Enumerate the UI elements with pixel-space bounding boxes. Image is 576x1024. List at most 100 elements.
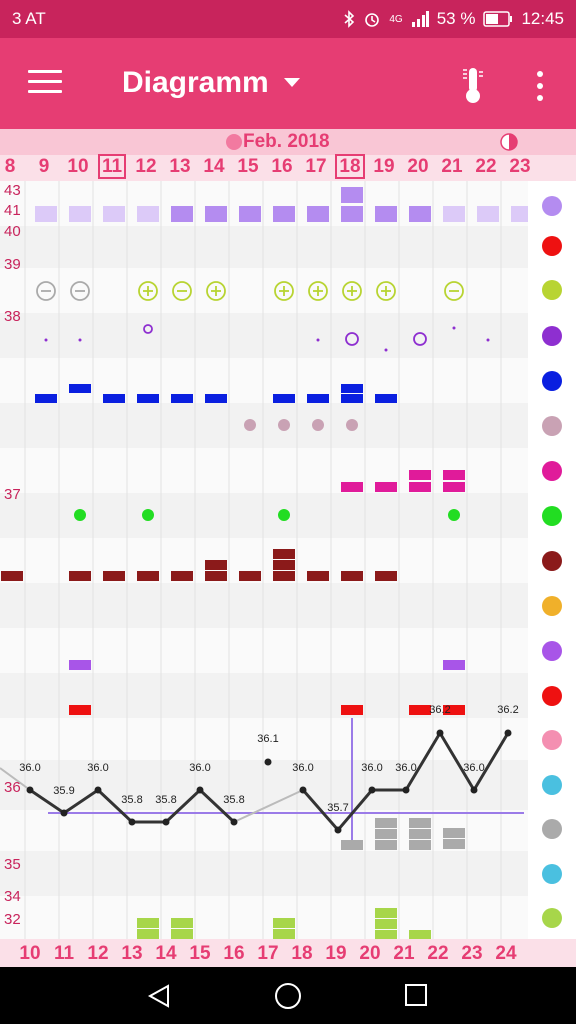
day-footer-11[interactable]: 11 <box>53 943 75 964</box>
heart-icon[interactable] <box>538 367 566 395</box>
day-header-15[interactable]: 15 <box>231 156 265 178</box>
day-footer-22[interactable]: 22 <box>427 943 449 964</box>
day-footer-13[interactable]: 13 <box>121 943 143 964</box>
more-options-icon[interactable] <box>530 68 550 104</box>
y-axis-label: 40 <box>4 223 21 240</box>
woman-icon[interactable] <box>538 904 566 932</box>
time-label: 12:45 <box>521 9 564 28</box>
test-result-circle <box>36 281 56 301</box>
day-header-8[interactable]: 8 <box>0 156 27 178</box>
fertility-square <box>205 206 227 222</box>
day-header-12[interactable]: 12 <box>129 156 163 178</box>
day-footer-row <box>0 939 576 967</box>
day-header-21[interactable]: 21 <box>435 156 469 178</box>
pain-bar <box>341 482 363 492</box>
sparkle-icon[interactable] <box>538 860 566 888</box>
day-footer-17[interactable]: 17 <box>257 943 279 964</box>
day-header-14[interactable]: 14 <box>197 156 231 178</box>
day-footer-16[interactable]: 16 <box>223 943 245 964</box>
mood-icon[interactable] <box>538 726 566 754</box>
thermometer-icon[interactable] <box>458 64 488 104</box>
day-footer-20[interactable]: 20 <box>359 943 381 964</box>
activity-icon[interactable] <box>538 682 566 710</box>
smiley-icon[interactable] <box>538 412 566 440</box>
day-header-22[interactable]: 22 <box>469 156 503 178</box>
row-band <box>0 403 528 448</box>
cycle-chart[interactable]: 36.0 35.9 36.0 35.8 35.8 36.0 35.8 36.1 36.0 35.7… <box>0 181 528 939</box>
bleeding-bar <box>341 571 363 581</box>
drop-icon[interactable] <box>538 637 566 665</box>
bleeding-bar <box>307 571 329 581</box>
pill-icon[interactable] <box>538 592 566 620</box>
weight-bar <box>375 829 397 839</box>
day-number: 13 <box>169 156 191 177</box>
temperature-point <box>196 786 204 794</box>
bleeding-bar <box>1 571 23 581</box>
page-title[interactable]: Diagramm <box>122 66 269 99</box>
day-number: 19 <box>373 156 395 177</box>
splash-icon[interactable] <box>538 276 566 304</box>
day-header-16[interactable]: 16 <box>265 156 299 178</box>
bleeding-bar <box>103 571 125 581</box>
day-footer-10[interactable]: 10 <box>19 943 41 964</box>
day-header-10[interactable]: 10 <box>61 156 95 178</box>
blood-drop-icon[interactable] <box>538 232 566 260</box>
day-footer-21[interactable]: 21 <box>393 943 415 964</box>
mucus-bar <box>341 394 363 403</box>
row-band <box>0 851 528 896</box>
bluetooth-icon <box>344 10 355 28</box>
day-number: 18 <box>335 154 365 179</box>
day-header-23[interactable]: 23 <box>503 156 537 178</box>
person-icon[interactable] <box>538 771 566 799</box>
day-number: 8 <box>4 156 16 177</box>
day-footer-15[interactable]: 15 <box>189 943 211 964</box>
day-header-13[interactable]: 13 <box>163 156 197 178</box>
day-footer-12[interactable]: 12 <box>87 943 109 964</box>
temp-line-faded <box>0 767 31 791</box>
day-header-20[interactable]: 20 <box>401 156 435 178</box>
temperature-label: 36.0 <box>87 762 108 774</box>
day-footer-23[interactable]: 23 <box>461 943 483 964</box>
day-header-17[interactable]: 17 <box>299 156 333 178</box>
home-icon[interactable] <box>274 982 302 1010</box>
day-footer-18[interactable]: 18 <box>291 943 313 964</box>
day-header-9[interactable]: 9 <box>27 156 61 178</box>
day-footer-14[interactable]: 14 <box>155 943 177 964</box>
temperature-label: 36.2 <box>429 704 450 716</box>
test-result-circle <box>274 281 294 301</box>
activity-bar <box>409 705 431 715</box>
temperature-label: 36.0 <box>463 762 484 774</box>
test-result-circle <box>308 281 328 301</box>
bleeding-bar <box>171 571 193 581</box>
navigation-bar <box>0 967 576 1024</box>
burst-icon[interactable] <box>538 547 566 575</box>
temperature-point <box>470 786 478 794</box>
menu-button[interactable] <box>28 70 62 96</box>
note-dot <box>448 509 460 521</box>
back-icon[interactable] <box>146 983 172 1009</box>
day-footer-19[interactable]: 19 <box>325 943 347 964</box>
day-number: 16 <box>271 156 293 177</box>
cervix-dot <box>316 338 320 342</box>
y-axis-label: 32 <box>4 911 21 928</box>
day-header-19[interactable]: 19 <box>367 156 401 178</box>
day-header-18[interactable]: 18 <box>333 154 367 179</box>
half-moon-icon <box>500 133 518 151</box>
document-icon[interactable] <box>538 502 566 530</box>
day-footer-24[interactable]: 24 <box>495 943 517 964</box>
day-number: 9 <box>38 156 50 177</box>
chevron-down-icon[interactable] <box>284 78 300 87</box>
temperature-label: 36.0 <box>395 762 416 774</box>
pain-icon[interactable] <box>538 457 566 485</box>
y-axis-label: 37 <box>4 486 21 503</box>
cervix-rings-icon[interactable] <box>538 322 566 350</box>
flower-icon[interactable] <box>538 192 566 220</box>
recents-icon[interactable] <box>404 983 428 1007</box>
bleeding-bar <box>205 571 227 581</box>
weight-bar <box>341 840 363 850</box>
month-band <box>0 129 576 155</box>
balloon-icon[interactable] <box>538 815 566 843</box>
bleeding-bar <box>273 549 295 559</box>
day-header-11[interactable]: 11 <box>95 154 129 179</box>
note-dot <box>74 509 86 521</box>
